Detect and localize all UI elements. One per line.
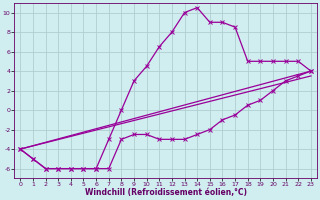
X-axis label: Windchill (Refroidissement éolien,°C): Windchill (Refroidissement éolien,°C): [84, 188, 247, 197]
